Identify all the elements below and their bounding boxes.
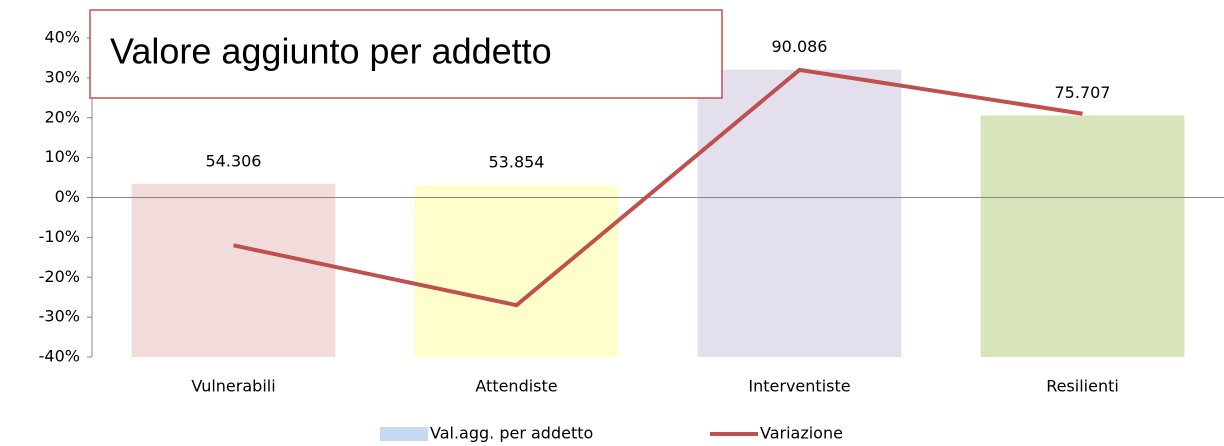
y-tick-label: -10% [39, 227, 80, 246]
title-box [89, 9, 723, 99]
line-series [233, 67, 1083, 308]
data-label: 75.707 [1055, 83, 1111, 102]
y-tick-label: 40% [44, 28, 80, 47]
chart-title: Valore aggiunto per addetto [110, 31, 552, 72]
y-tick-label: 0% [55, 187, 80, 206]
legend-swatch [380, 427, 428, 441]
y-tick-label: -30% [39, 307, 80, 326]
x-tick-label: Interventiste [748, 377, 850, 396]
x-tick-label: Resilienti [1046, 377, 1119, 396]
legend-label: Val.agg. per addetto [430, 424, 593, 443]
bar [131, 183, 336, 357]
bar [980, 115, 1185, 358]
data-label: 53.854 [489, 153, 545, 172]
y-tick-label: -40% [39, 347, 80, 366]
y-tick-label: 30% [44, 67, 80, 86]
x-tick-label: Attendiste [475, 377, 557, 396]
y-tick-label: -20% [39, 267, 80, 286]
bar [414, 185, 619, 357]
bar [697, 69, 902, 357]
x-tick-label: Vulnerabili [191, 377, 275, 396]
data-label: 90.086 [772, 37, 828, 56]
y-tick-label: 10% [44, 147, 80, 166]
legend-label: Variazione [760, 424, 843, 443]
y-tick-label: 20% [44, 107, 80, 126]
data-label: 54.306 [206, 151, 262, 170]
